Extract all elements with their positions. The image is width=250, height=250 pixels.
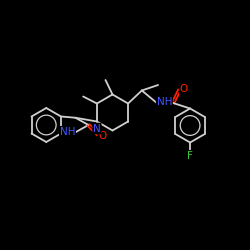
Text: NH: NH [60,127,75,137]
Text: O: O [98,131,106,141]
Text: O: O [180,84,188,94]
Text: N: N [93,124,101,134]
Text: F: F [187,151,193,161]
Text: NH: NH [156,97,172,107]
